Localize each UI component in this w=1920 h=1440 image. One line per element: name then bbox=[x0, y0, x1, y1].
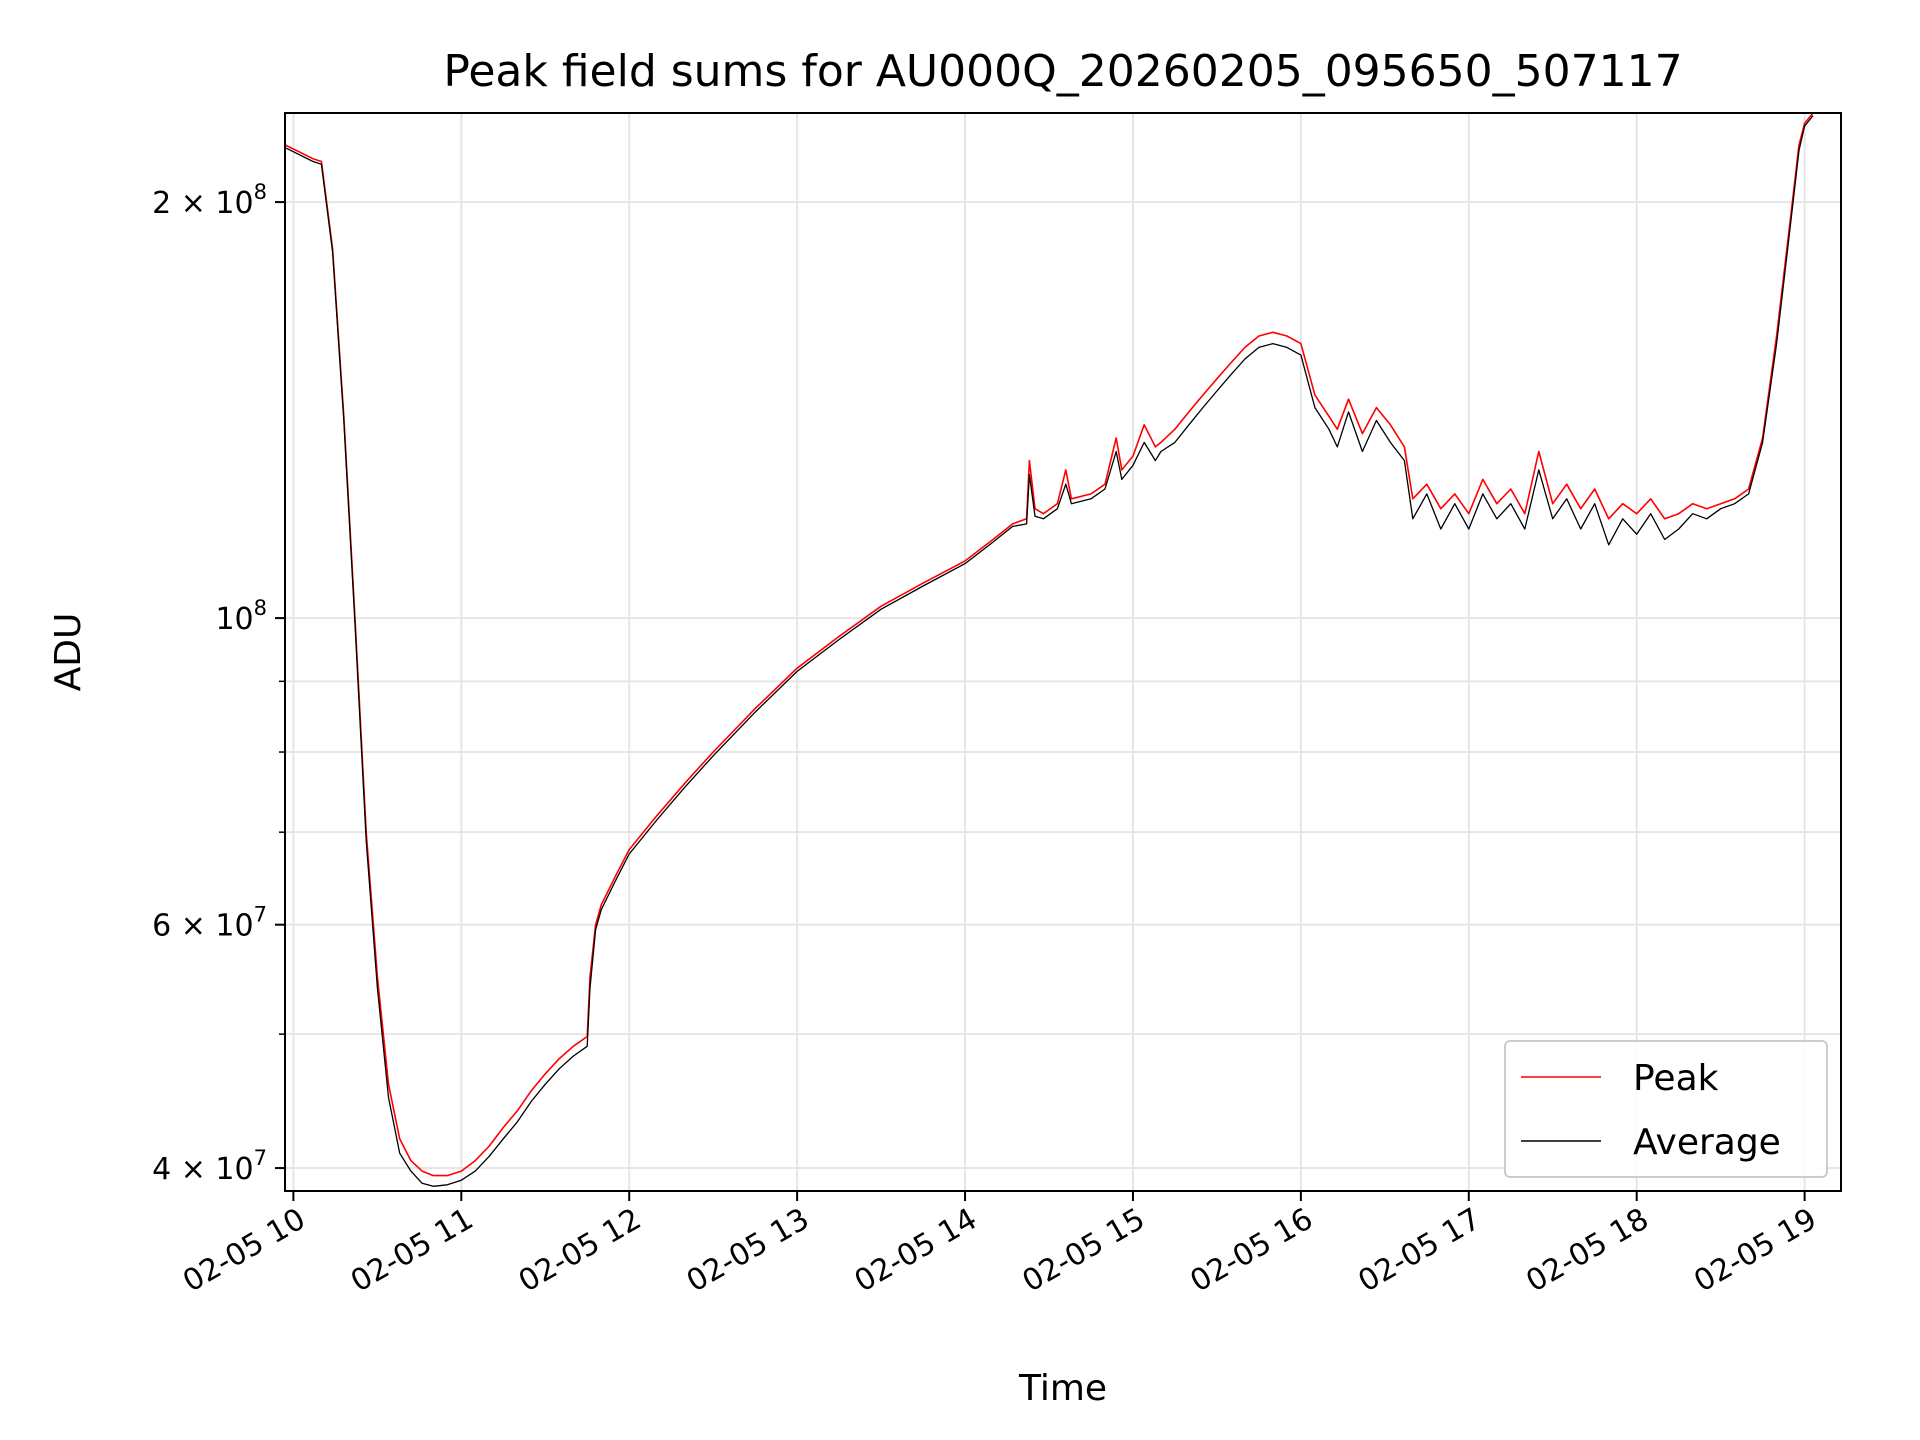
legend-label: Average bbox=[1633, 1122, 1781, 1163]
chart-title: Peak field sums for AU000Q_20260205_0956… bbox=[443, 46, 1682, 97]
y-tick-mantissa: 2 × 10 bbox=[152, 186, 253, 221]
y-axis-label: ADU bbox=[48, 613, 89, 692]
legend-label: Peak bbox=[1633, 1058, 1719, 1099]
y-tick-mantissa: 4 × 10 bbox=[152, 1152, 253, 1187]
legend: Peak Average bbox=[1504, 1040, 1828, 1178]
series-line-peak bbox=[284, 112, 1814, 1177]
grid bbox=[285, 113, 1841, 1191]
plot-frame bbox=[284, 112, 1842, 1192]
y-tick-exponent: 8 bbox=[254, 596, 267, 620]
x-axis-label: Time bbox=[1018, 1368, 1107, 1409]
y-tick-label: 4 × 107 bbox=[152, 1146, 267, 1187]
y-tick-mantissa: 10 bbox=[215, 602, 253, 637]
y-tick-label: 6 × 107 bbox=[152, 903, 267, 944]
series-line-average bbox=[284, 115, 1814, 1187]
y-tick-exponent: 8 bbox=[254, 180, 267, 204]
y-tick-exponent: 7 bbox=[254, 1146, 267, 1170]
y-tick-label: 2 × 108 bbox=[152, 180, 267, 221]
series-layer bbox=[284, 112, 1814, 1187]
legend-box bbox=[1504, 1040, 1828, 1178]
y-tick-label: 108 bbox=[215, 596, 267, 637]
y-tick-exponent: 7 bbox=[254, 903, 267, 927]
y-tick-mantissa: 6 × 10 bbox=[152, 909, 253, 944]
